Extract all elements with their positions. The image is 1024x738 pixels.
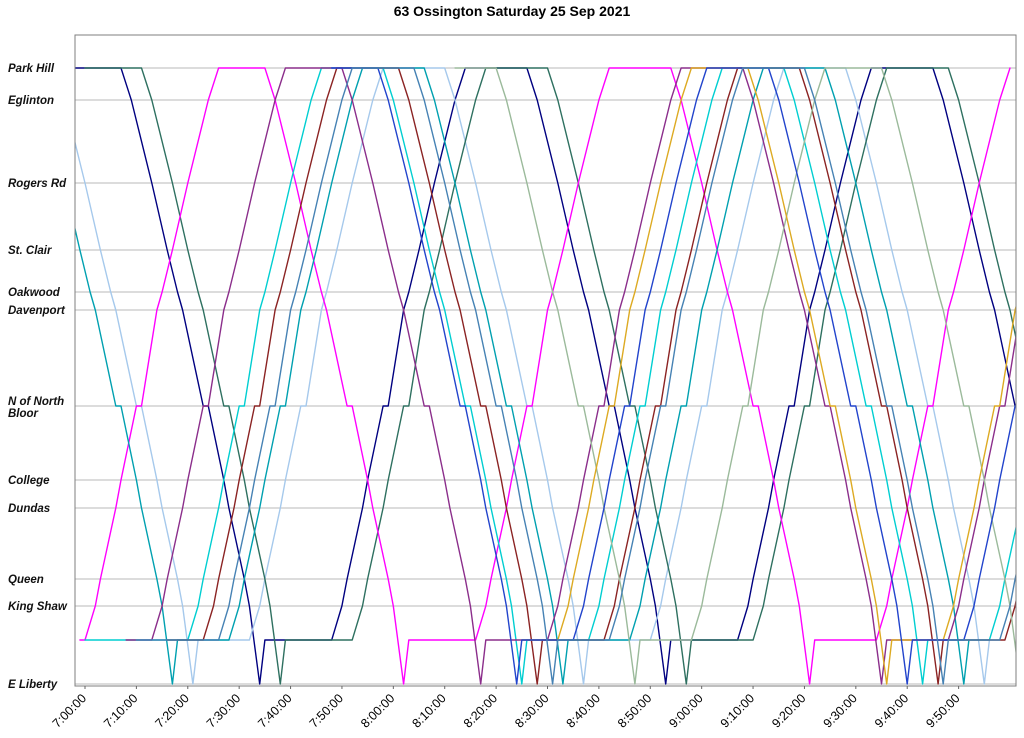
station-label-E Liberty: E Liberty (8, 679, 58, 691)
y-axis: Park Hill Eglinton Rogers Rd St. Clair Oakwo… (8, 63, 68, 691)
time-tick-label: 8:40:00 (564, 691, 603, 730)
station-label-Bloor: N of North (8, 396, 64, 408)
station-label-Oakwood: Oakwood (8, 287, 61, 299)
station-label-St. Clair: St. Clair (8, 245, 52, 257)
time-tick-label: 9:10:00 (718, 691, 757, 730)
vehicle-line-run-4 (79, 67, 1011, 685)
vehicle-line-run-6 (75, 67, 970, 685)
time-tick-label: 9:30:00 (821, 691, 860, 730)
chart-title: 63 Ossington Saturday 25 Sep 2021 (393, 3, 631, 19)
station-label-College: College (8, 475, 50, 487)
vehicle-line-run-5 (84, 67, 1016, 685)
vehicle-lines (75, 67, 1016, 685)
time-tick-label: 9:50:00 (923, 691, 962, 730)
station-label-Rogers Rd: Rogers Rd (8, 178, 67, 190)
time-tick-label: 7:30:00 (204, 691, 243, 730)
station-label-Park Hill: Park Hill (8, 63, 55, 75)
station-label-Dundas: Dundas (8, 503, 50, 515)
time-tick-label: 9:00:00 (666, 691, 705, 730)
time-tick-label: 8:30:00 (512, 691, 551, 730)
time-tick-label: 7:50:00 (307, 691, 346, 730)
gridlines (75, 67, 1016, 685)
station-label-King Shaw: King Shaw (8, 601, 68, 613)
vehicle-line-run-10 (521, 67, 1016, 685)
time-tick-label: 9:20:00 (769, 691, 808, 730)
vehicle-line-run-7 (166, 67, 1016, 685)
vehicle-line-run-9 (454, 67, 1016, 685)
time-tick-label: 7:20:00 (152, 691, 191, 730)
station-label-Queen: Queen (8, 574, 44, 586)
time-tick-label: 7:00:00 (50, 691, 89, 730)
time-tick-label: 8:00:00 (358, 691, 397, 730)
plot-border (74, 34, 1017, 687)
station-label-Davenport: Davenport (8, 305, 66, 317)
time-tick-label: 8:50:00 (615, 691, 654, 730)
time-tick-label: 7:40:00 (255, 691, 294, 730)
time-tick-label: 8:10:00 (409, 691, 448, 730)
vehicle-line-run-8 (125, 67, 1016, 685)
vehicle-line-run-11 (331, 67, 1016, 685)
x-axis: 7:00:00 7:10:00 7:20:00 7:30:00 7:40:00 7:50:… (50, 686, 963, 731)
vehicle-line-run-3 (84, 67, 1016, 685)
time-tick-label: 9:40:00 (872, 691, 911, 730)
station-label-Eglinton: Eglinton (8, 95, 54, 107)
time-tick-label: 8:20:00 (461, 691, 500, 730)
station-label2-Bloor: Bloor (8, 408, 39, 420)
vehicle-line-run-12 (135, 67, 1016, 685)
time-tick-label: 7:10:00 (101, 691, 140, 730)
